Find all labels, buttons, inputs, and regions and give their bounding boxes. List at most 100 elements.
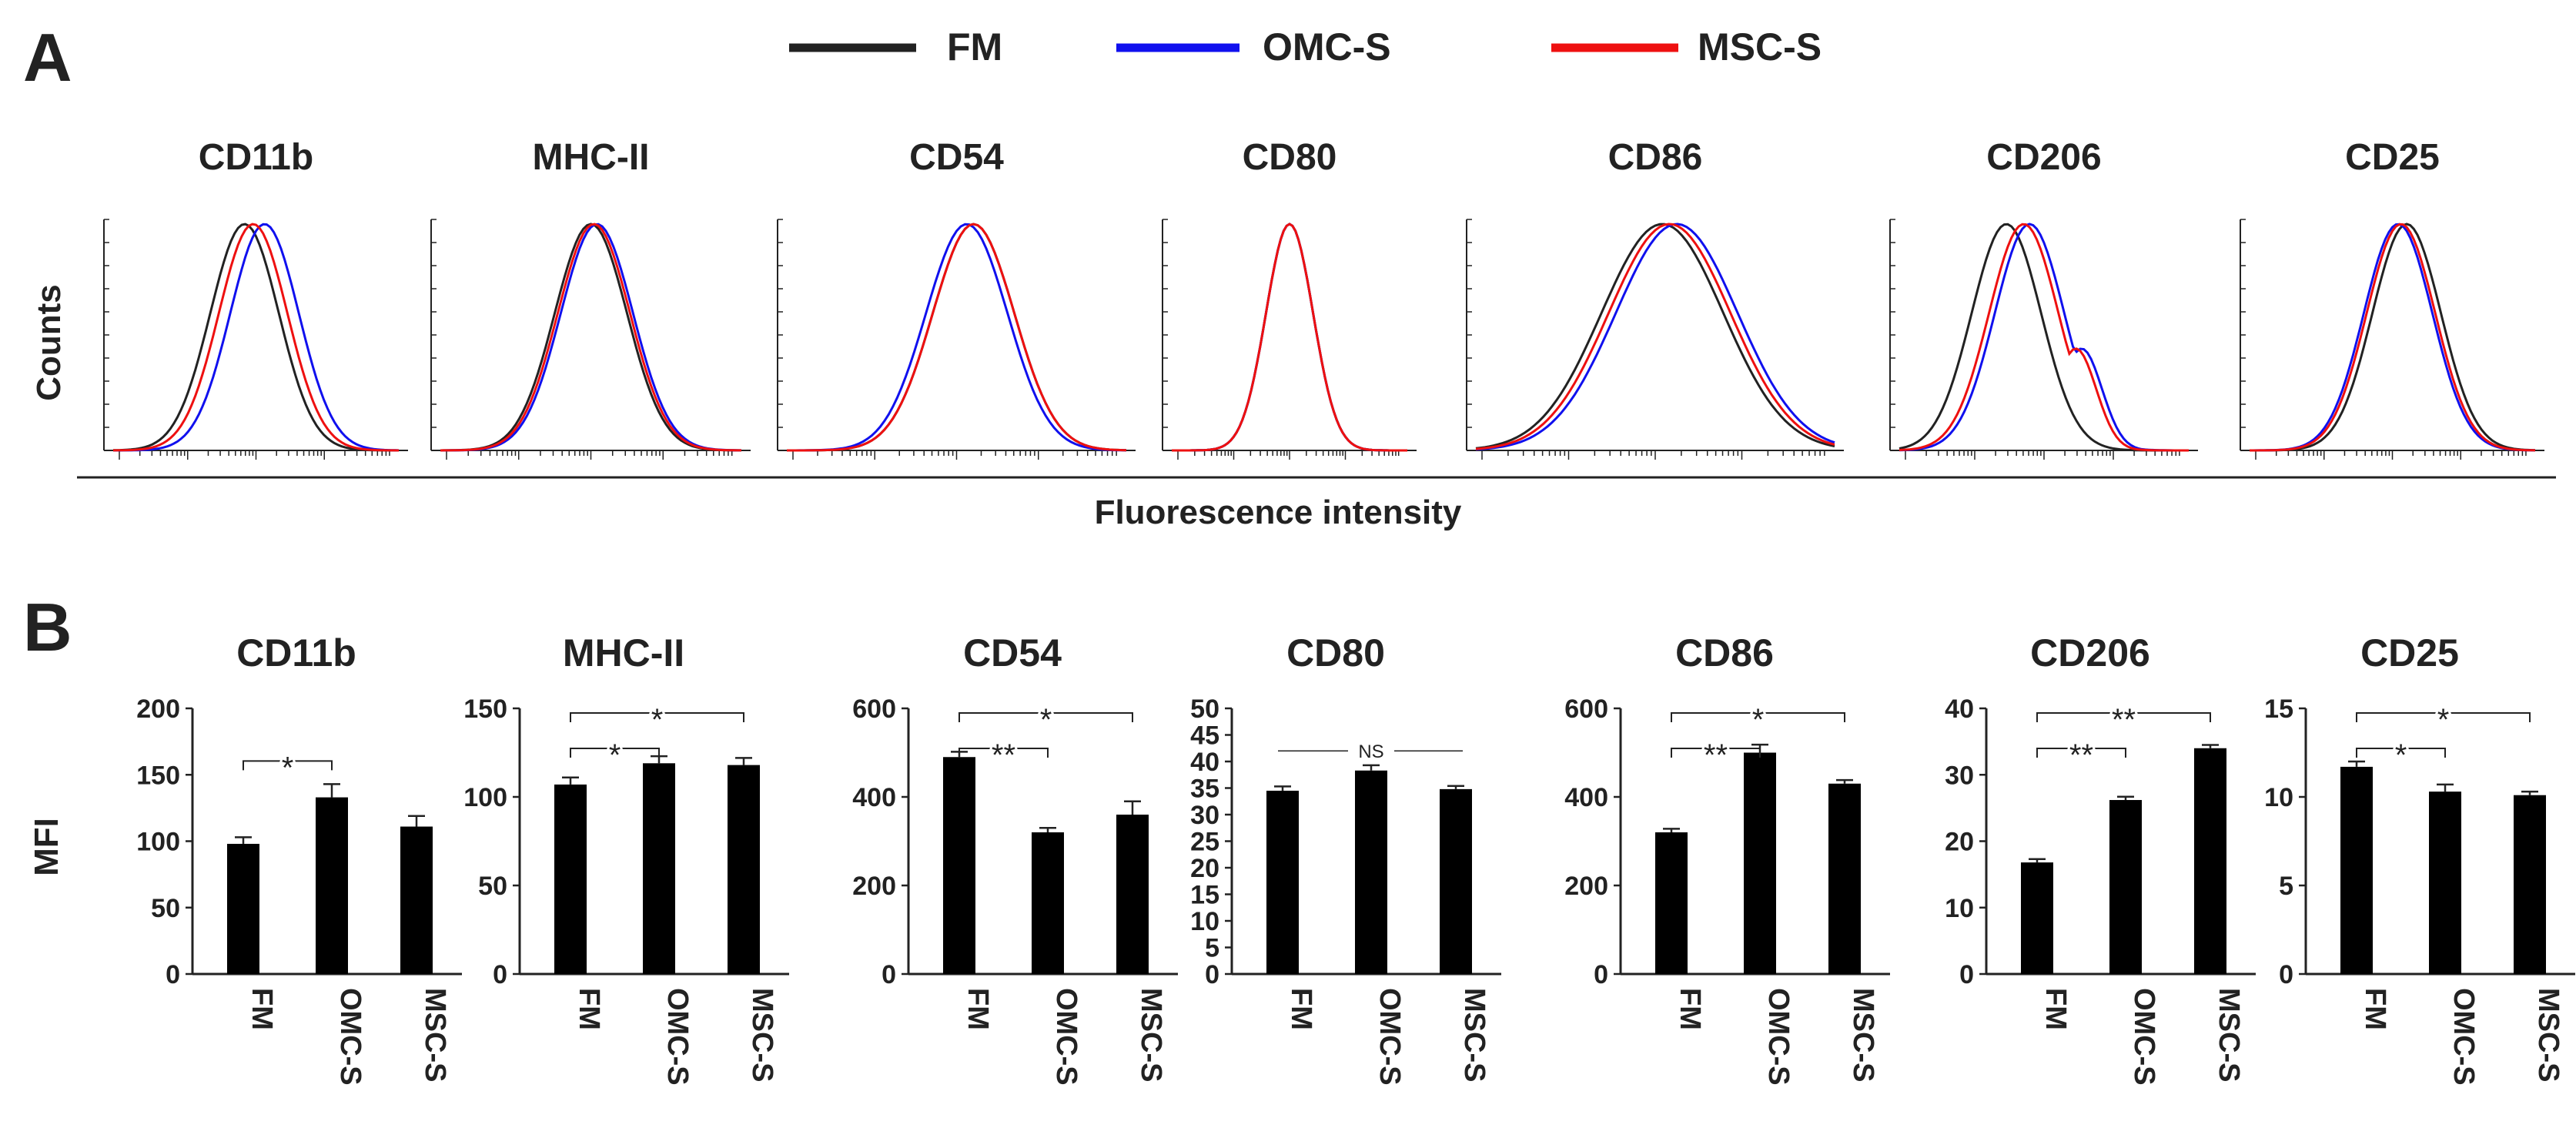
panel-b-label: B (23, 589, 72, 665)
histogram-curve-msc-s (1475, 223, 1835, 450)
x-tick-label-fm: FM (573, 988, 605, 1030)
significance-label: * (2437, 703, 2450, 737)
x-tick-label-omc-s: OMC-S (661, 988, 694, 1086)
histogram-y-axis-label: Counts (30, 284, 68, 401)
x-tick-label-msc-s: MSC-S (2532, 988, 2564, 1082)
histogram-panel: CD11b MHC-II CD54 CD80 CD86 CD206 CD25 (103, 137, 2544, 460)
bar-cd25-msc-s (2514, 795, 2546, 974)
panel-a-label: A (23, 19, 72, 95)
bar-cd206-msc-s (2194, 748, 2226, 974)
significance-label: ** (992, 738, 1015, 772)
bar-y-tick-label: 0 (882, 960, 896, 989)
legend-label-fm: FM (947, 25, 1002, 69)
bar-y-tick-label: 10 (1190, 907, 1219, 936)
histogram-curve-fm (1475, 223, 1835, 450)
x-tick-label-fm: FM (1285, 988, 1317, 1030)
bar-cd25-omc-s (2429, 792, 2461, 974)
bar-y-tick-label: 30 (1945, 761, 1974, 790)
legend: FM OMC-S MSC-S (789, 25, 1822, 69)
bar-y-tick-label: 15 (1190, 881, 1219, 910)
histogram-title-cd86: CD86 (1608, 137, 1703, 178)
bar-y-tick-label: 25 (1190, 828, 1219, 857)
x-tick-label-fm: FM (2039, 988, 2072, 1030)
bar-y-tick-label: 600 (852, 695, 896, 724)
histogram-title-cd11b: CD11b (199, 137, 313, 178)
histogram-curve-msc-s (2250, 223, 2536, 452)
histogram-curve-omc-s (113, 223, 400, 452)
x-tick-label-msc-s: MSC-S (2213, 988, 2245, 1082)
x-tick-label-msc-s: MSC-S (1458, 988, 1490, 1082)
histogram-curve-omc-s (1172, 223, 1407, 452)
x-tick-label-omc-s: OMC-S (334, 988, 366, 1086)
bar-title-cd25: CD25 (2360, 631, 2459, 674)
significance-bracket (1671, 712, 1845, 722)
bar-y-tick-label: 150 (463, 695, 507, 724)
bar-y-tick-label: 40 (1190, 748, 1219, 777)
bar-cd86-msc-s (1828, 783, 1861, 974)
significance-label: ** (2112, 703, 2136, 737)
histogram-curve-fm (112, 223, 399, 452)
bar-y-tick-label: 50 (151, 894, 180, 923)
x-tick-label-omc-s: OMC-S (1762, 988, 1795, 1086)
bar-cd11b-omc-s (316, 797, 348, 974)
histogram-curve-msc-s (440, 223, 741, 452)
histogram-title-mhc-ii: MHC-II (533, 137, 650, 178)
bar-title-cd206: CD206 (2030, 631, 2150, 674)
x-tick-label-omc-s: OMC-S (1050, 988, 1082, 1086)
bar-y-tick-label: 10 (1945, 894, 1974, 923)
histogram-curve-fm (1172, 223, 1407, 452)
bar-cd80-msc-s (1440, 788, 1472, 974)
bar-y-tick-label: 200 (136, 695, 180, 724)
bar-cd54-fm (943, 757, 975, 974)
significance-bracket (958, 748, 1049, 758)
bar-cd25-fm (2340, 766, 2373, 974)
bar-title-cd11b: CD11b (236, 631, 356, 674)
significance-label: * (609, 738, 621, 772)
bar-cd80-fm (1266, 790, 1299, 974)
bar-cd86-omc-s (1744, 752, 1776, 974)
histogram-x-axis-label: Fluorescence intensity (1095, 494, 1462, 531)
bar-cd54-omc-s (1032, 832, 1064, 974)
bar-title-mhc-ii: MHC-II (563, 631, 684, 674)
bar-y-tick-label: 0 (493, 960, 507, 989)
bar-cd206-omc-s (2109, 800, 2142, 974)
histogram-curve-omc-s (787, 223, 1127, 452)
histogram-curve-omc-s (1475, 223, 1835, 451)
histogram-curve-msc-s (787, 223, 1127, 452)
significance-bracket (958, 712, 1133, 722)
x-tick-label-omc-s: OMC-S (2447, 988, 2480, 1086)
legend-label-omc-s: OMC-S (1263, 25, 1391, 69)
x-tick-label-fm: FM (1674, 988, 1706, 1030)
bar-y-tick-label: 50 (1190, 695, 1219, 724)
significance-label: ** (2069, 738, 2093, 772)
bar-title-cd54: CD54 (963, 631, 1062, 674)
significance-bracket (570, 712, 744, 722)
bar-cd86-fm (1655, 832, 1688, 974)
significance-label: * (2395, 738, 2407, 772)
x-tick-label-msc-s: MSC-S (1847, 988, 1879, 1082)
x-tick-label-fm: FM (246, 988, 278, 1030)
bar-title-cd86: CD86 (1675, 631, 1774, 674)
bar-y-tick-label: 100 (463, 783, 507, 812)
bar-y-tick-label: 35 (1190, 775, 1219, 804)
significance-bracket (2036, 712, 2211, 722)
histogram-curve-msc-s (1899, 223, 2189, 452)
bar-mhc-ii-msc-s (728, 765, 760, 974)
bar-cd80-omc-s (1355, 770, 1387, 974)
histogram-curve-fm (440, 223, 742, 452)
significance-bracket (2356, 748, 2446, 758)
x-tick-label-fm: FM (2359, 988, 2391, 1030)
bar-y-tick-label: 20 (1945, 828, 1974, 857)
significance-bracket (243, 760, 333, 771)
histogram-curve-msc-s (1172, 223, 1407, 452)
histogram-title-cd54: CD54 (909, 137, 1004, 178)
bar-y-tick-label: 0 (166, 960, 180, 989)
bar-y-tick-label: 0 (1594, 960, 1608, 989)
bar-cd11b-fm (227, 843, 259, 974)
x-tick-label-omc-s: OMC-S (1373, 988, 1406, 1086)
bar-y-tick-label: 400 (852, 783, 896, 812)
histogram-title-cd80: CD80 (1243, 137, 1337, 178)
significance-bracket (2356, 712, 2531, 722)
significance-label: * (651, 703, 664, 737)
